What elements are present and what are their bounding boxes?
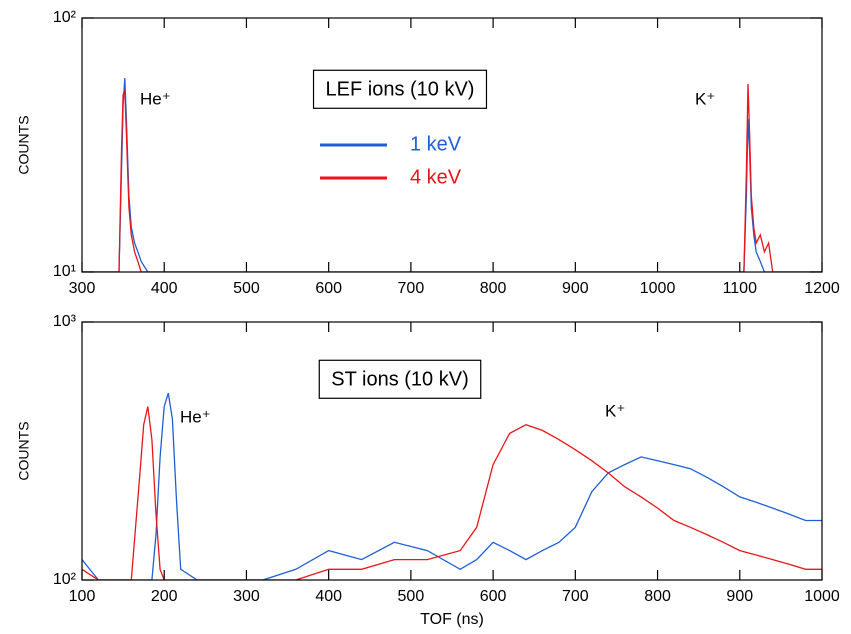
y-axis-label: COUNTS (16, 421, 32, 480)
x-tick-label: 300 (69, 280, 96, 297)
plot-frame (81, 17, 823, 273)
annotation: He⁺ (180, 407, 211, 426)
plot-lines (82, 392, 822, 580)
x-tick-label: 300 (233, 588, 260, 605)
x-tick-label: 400 (315, 588, 342, 605)
data-line (82, 83, 822, 272)
plot-frame (81, 321, 823, 581)
x-tick-label: 500 (398, 588, 425, 605)
title-box (318, 359, 482, 399)
y-tick-label: 10² (53, 9, 77, 26)
data-line (82, 78, 822, 272)
legend-label: 1 keV (410, 133, 462, 155)
plot-lines (82, 78, 822, 272)
x-tick-label: 700 (398, 280, 425, 297)
x-tick-label: 100 (69, 588, 96, 605)
title-box (312, 69, 488, 109)
x-tick-label: 400 (151, 280, 178, 297)
y-axis-label: COUNTS (16, 115, 32, 174)
annotation: He⁺ (140, 89, 171, 108)
annotation: K⁺ (695, 89, 715, 108)
annotation: K⁺ (605, 401, 625, 420)
x-tick-label: 200 (151, 588, 178, 605)
x-tick-label: 1100 (723, 280, 758, 297)
x-tick-label: 500 (233, 280, 260, 297)
x-axis-label: TOF (ns) (420, 611, 484, 628)
x-tick-label: 600 (480, 588, 507, 605)
y-tick-label: 10² (53, 571, 77, 588)
panel-title: ST ions (10 kV) (331, 368, 468, 390)
x-tick-label: 900 (562, 280, 589, 297)
y-tick-label: 10³ (53, 313, 77, 330)
x-tick-label: 600 (315, 280, 342, 297)
y-tick-label: 10¹ (53, 263, 76, 280)
x-tick-label: 1000 (640, 280, 676, 297)
x-tick-label: 700 (562, 588, 589, 605)
data-line (82, 392, 822, 580)
legend-label: 4 keV (410, 166, 462, 188)
x-tick-label: 800 (644, 588, 671, 605)
x-tick-label: 1200 (804, 280, 840, 297)
x-tick-label: 900 (726, 588, 753, 605)
panel-title: LEF ions (10 kV) (326, 78, 475, 100)
data-line (82, 406, 822, 580)
x-tick-label: 800 (480, 280, 507, 297)
x-tick-label: 1000 (804, 588, 840, 605)
